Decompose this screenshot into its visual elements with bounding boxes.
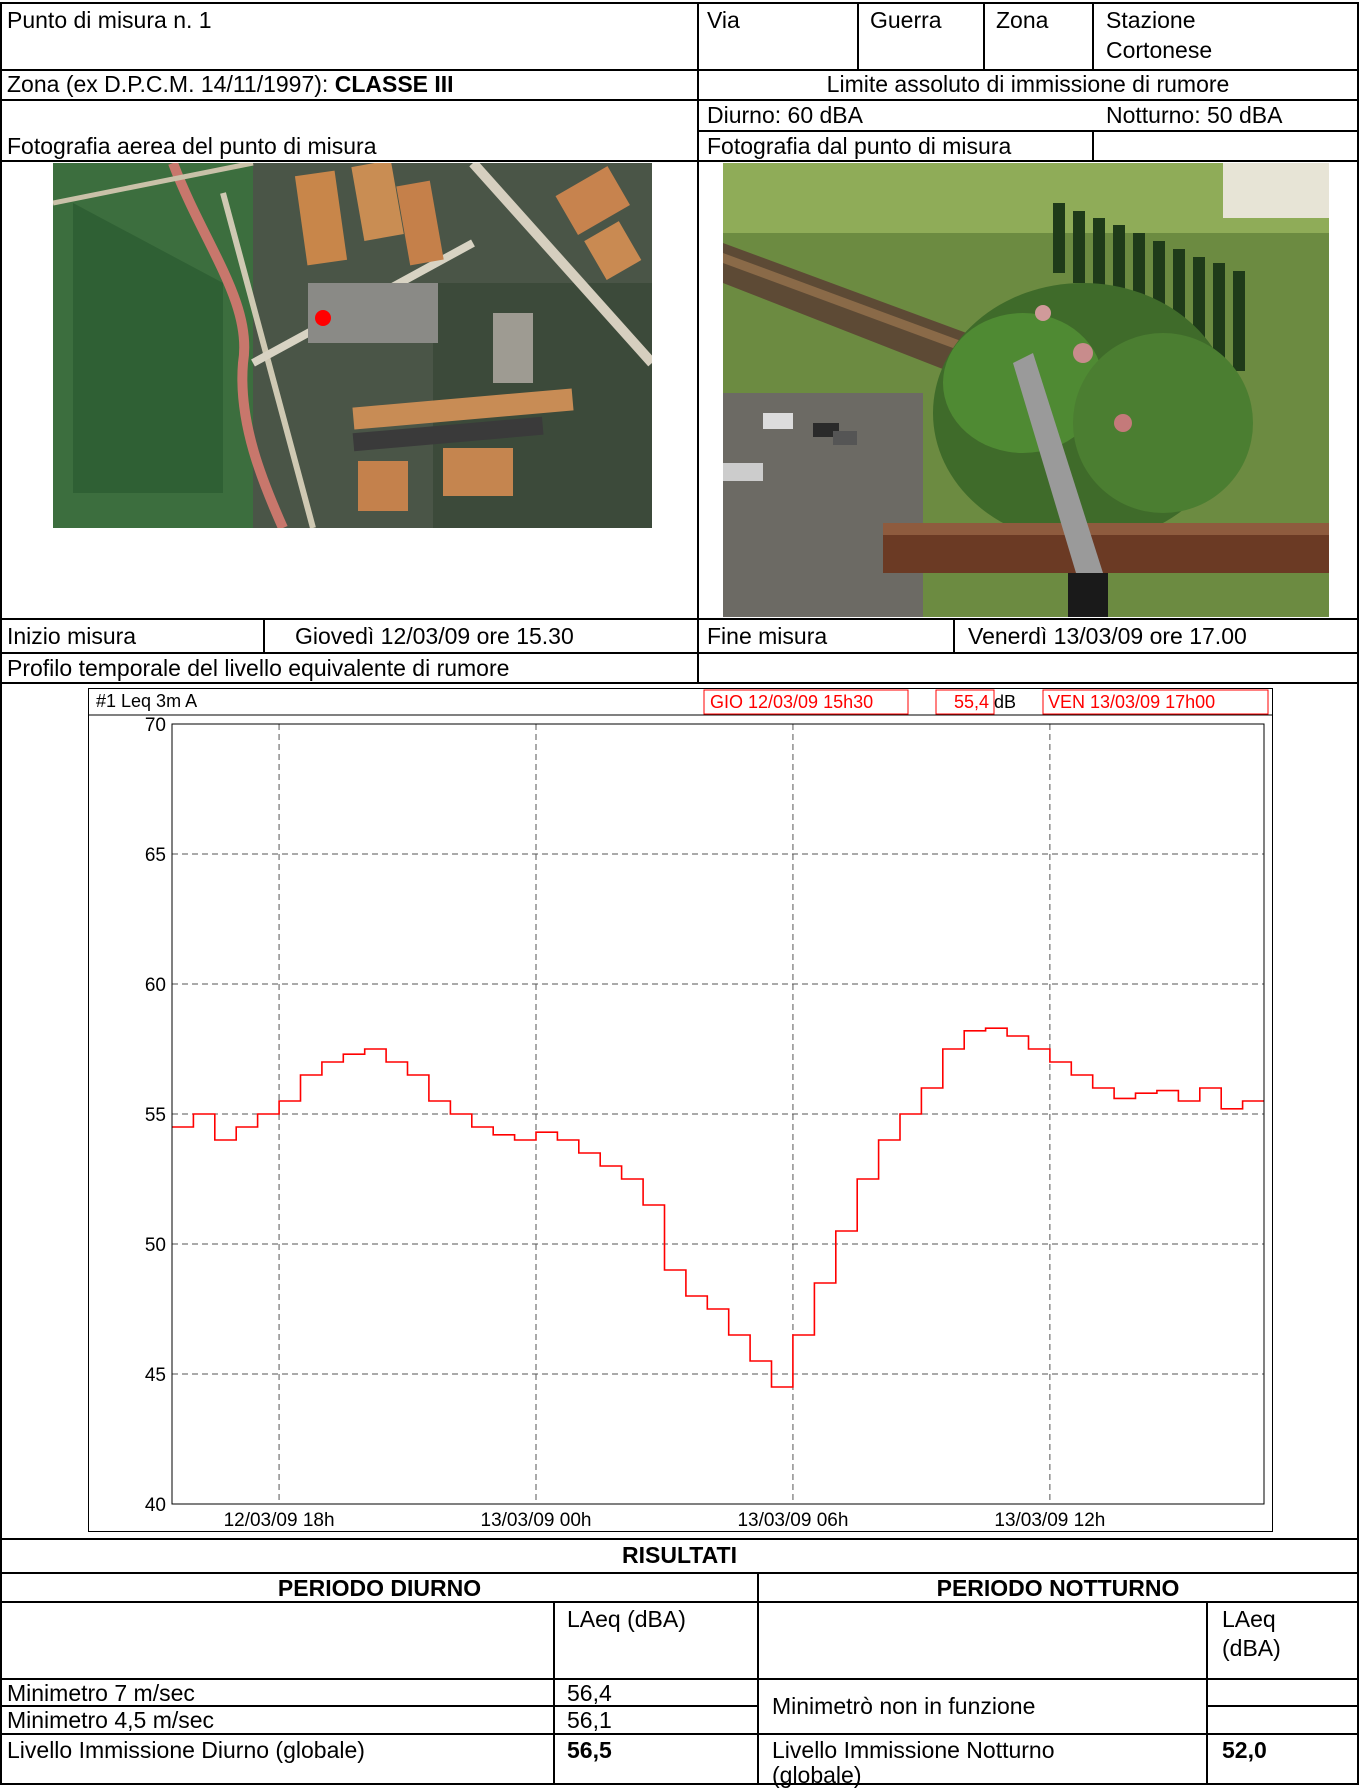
notturno-minimetro: Minimetrò non in funzione <box>772 1693 1035 1719</box>
noise-profile-chart: #1 Leq 3m A GIO 12/03/09 15h30 55,4 dB V… <box>88 688 1273 1532</box>
zona-dpcm: Zona (ex D.P.C.M. 14/11/1997): CLASSE II… <box>7 71 454 97</box>
profile-title: Profilo temporale del livello equivalent… <box>7 655 509 681</box>
chart-value: 55,4 <box>954 692 989 712</box>
table-border <box>0 652 1359 654</box>
y-tick-label: 50 <box>145 1235 166 1256</box>
y-tick-label: 40 <box>145 1495 166 1516</box>
table-border <box>263 618 265 653</box>
diurno-global-value: 56,5 <box>567 1737 612 1763</box>
table-border <box>1206 1601 1208 1784</box>
table-border <box>0 682 1359 684</box>
ground-photo-graphic <box>723 163 1329 617</box>
table-border <box>1092 2 1094 70</box>
end-value: Venerdì 13/03/09 ore 17.00 <box>968 623 1247 649</box>
chart-end-time: VEN 13/03/09 17h00 <box>1048 692 1215 712</box>
row2-value: 56,1 <box>567 1707 612 1733</box>
notturno-laeq-header-line1: LAeq <box>1222 1606 1276 1632</box>
end-label: Fine misura <box>707 623 827 649</box>
table-border <box>0 1572 1359 1574</box>
zona-dpcm-label: Zona (ex D.P.C.M. 14/11/1997): <box>7 71 335 97</box>
table-border <box>0 1678 1359 1680</box>
via-label: Via <box>707 7 740 33</box>
table-border <box>697 130 1359 132</box>
x-tick-label: 13/03/09 06h <box>737 1510 848 1531</box>
table-border <box>857 2 859 70</box>
notturno-title: PERIODO NOTTURNO <box>759 1575 1357 1601</box>
aerial-photo <box>53 163 652 528</box>
row1-value: 56,4 <box>567 1680 612 1706</box>
table-border <box>0 160 1359 162</box>
y-tick-label: 55 <box>145 1105 166 1126</box>
table-border <box>0 1601 1359 1603</box>
y-tick-label: 65 <box>145 845 166 866</box>
zona-class-value: CLASSE III <box>335 71 454 97</box>
table-border <box>0 2 1359 4</box>
table-border <box>1206 1705 1359 1707</box>
diurno-laeq-header: LAeq (dBA) <box>567 1606 686 1632</box>
zona-label: Zona <box>996 7 1048 33</box>
notturno-global-label-line2: (globale) <box>772 1762 862 1788</box>
x-tick-label: 13/03/09 12h <box>994 1510 1105 1531</box>
chart-title: #1 Leq 3m A <box>96 691 197 711</box>
chart-unit: dB <box>994 692 1016 712</box>
y-tick-label: 70 <box>145 715 166 736</box>
y-tick-label: 60 <box>145 975 166 996</box>
start-value: Giovedì 12/03/09 ore 15.30 <box>295 623 574 649</box>
notturno-global-label-line1: Livello Immissione Notturno <box>772 1737 1055 1763</box>
table-border <box>0 618 1359 620</box>
start-label: Inizio misura <box>7 623 136 649</box>
diurno-limit: Diurno: 60 dBA <box>707 102 863 128</box>
table-border <box>953 618 955 653</box>
results-title: RISULTATI <box>2 1542 1357 1568</box>
ground-photo-title: Fotografia dal punto di misura <box>707 133 1011 159</box>
via-value: Guerra <box>870 7 942 33</box>
zona-value-line1: Stazione <box>1106 7 1196 33</box>
limite-title: Limite assoluto di immissione di rumore <box>699 71 1357 97</box>
table-border <box>0 1538 1359 1540</box>
diurno-title: PERIODO DIURNO <box>2 1575 757 1601</box>
chart-start-time: GIO 12/03/09 15h30 <box>710 692 873 712</box>
table-border <box>697 2 699 682</box>
table-border <box>0 2 2 1785</box>
table-border <box>757 1572 759 1784</box>
table-border <box>983 2 985 70</box>
table-border <box>0 99 1359 101</box>
punto-label: Punto di misura n. 1 <box>7 7 212 33</box>
notturno-global-value: 52,0 <box>1222 1737 1267 1763</box>
notturno-laeq-header-line2: (dBA) <box>1222 1635 1281 1661</box>
ground-photo <box>723 163 1329 617</box>
row2-label: Minimetro 4,5 m/sec <box>7 1707 214 1733</box>
aerial-photo-title: Fotografia aerea del punto di misura <box>7 133 377 159</box>
y-tick-label: 45 <box>145 1365 166 1386</box>
table-border <box>1092 130 1094 161</box>
aerial-photo-graphic <box>53 163 652 528</box>
table-border <box>553 1601 555 1784</box>
table-border <box>0 1733 1359 1735</box>
row1-label: Minimetro 7 m/sec <box>7 1680 195 1706</box>
x-tick-label: 12/03/09 18h <box>224 1510 335 1531</box>
x-tick-label: 13/03/09 00h <box>481 1510 592 1531</box>
diurno-global-label: Livello Immissione Diurno (globale) <box>7 1737 365 1763</box>
zona-value-line2: Cortonese <box>1106 37 1212 63</box>
notturno-limit: Notturno: 50 dBA <box>1106 102 1282 128</box>
